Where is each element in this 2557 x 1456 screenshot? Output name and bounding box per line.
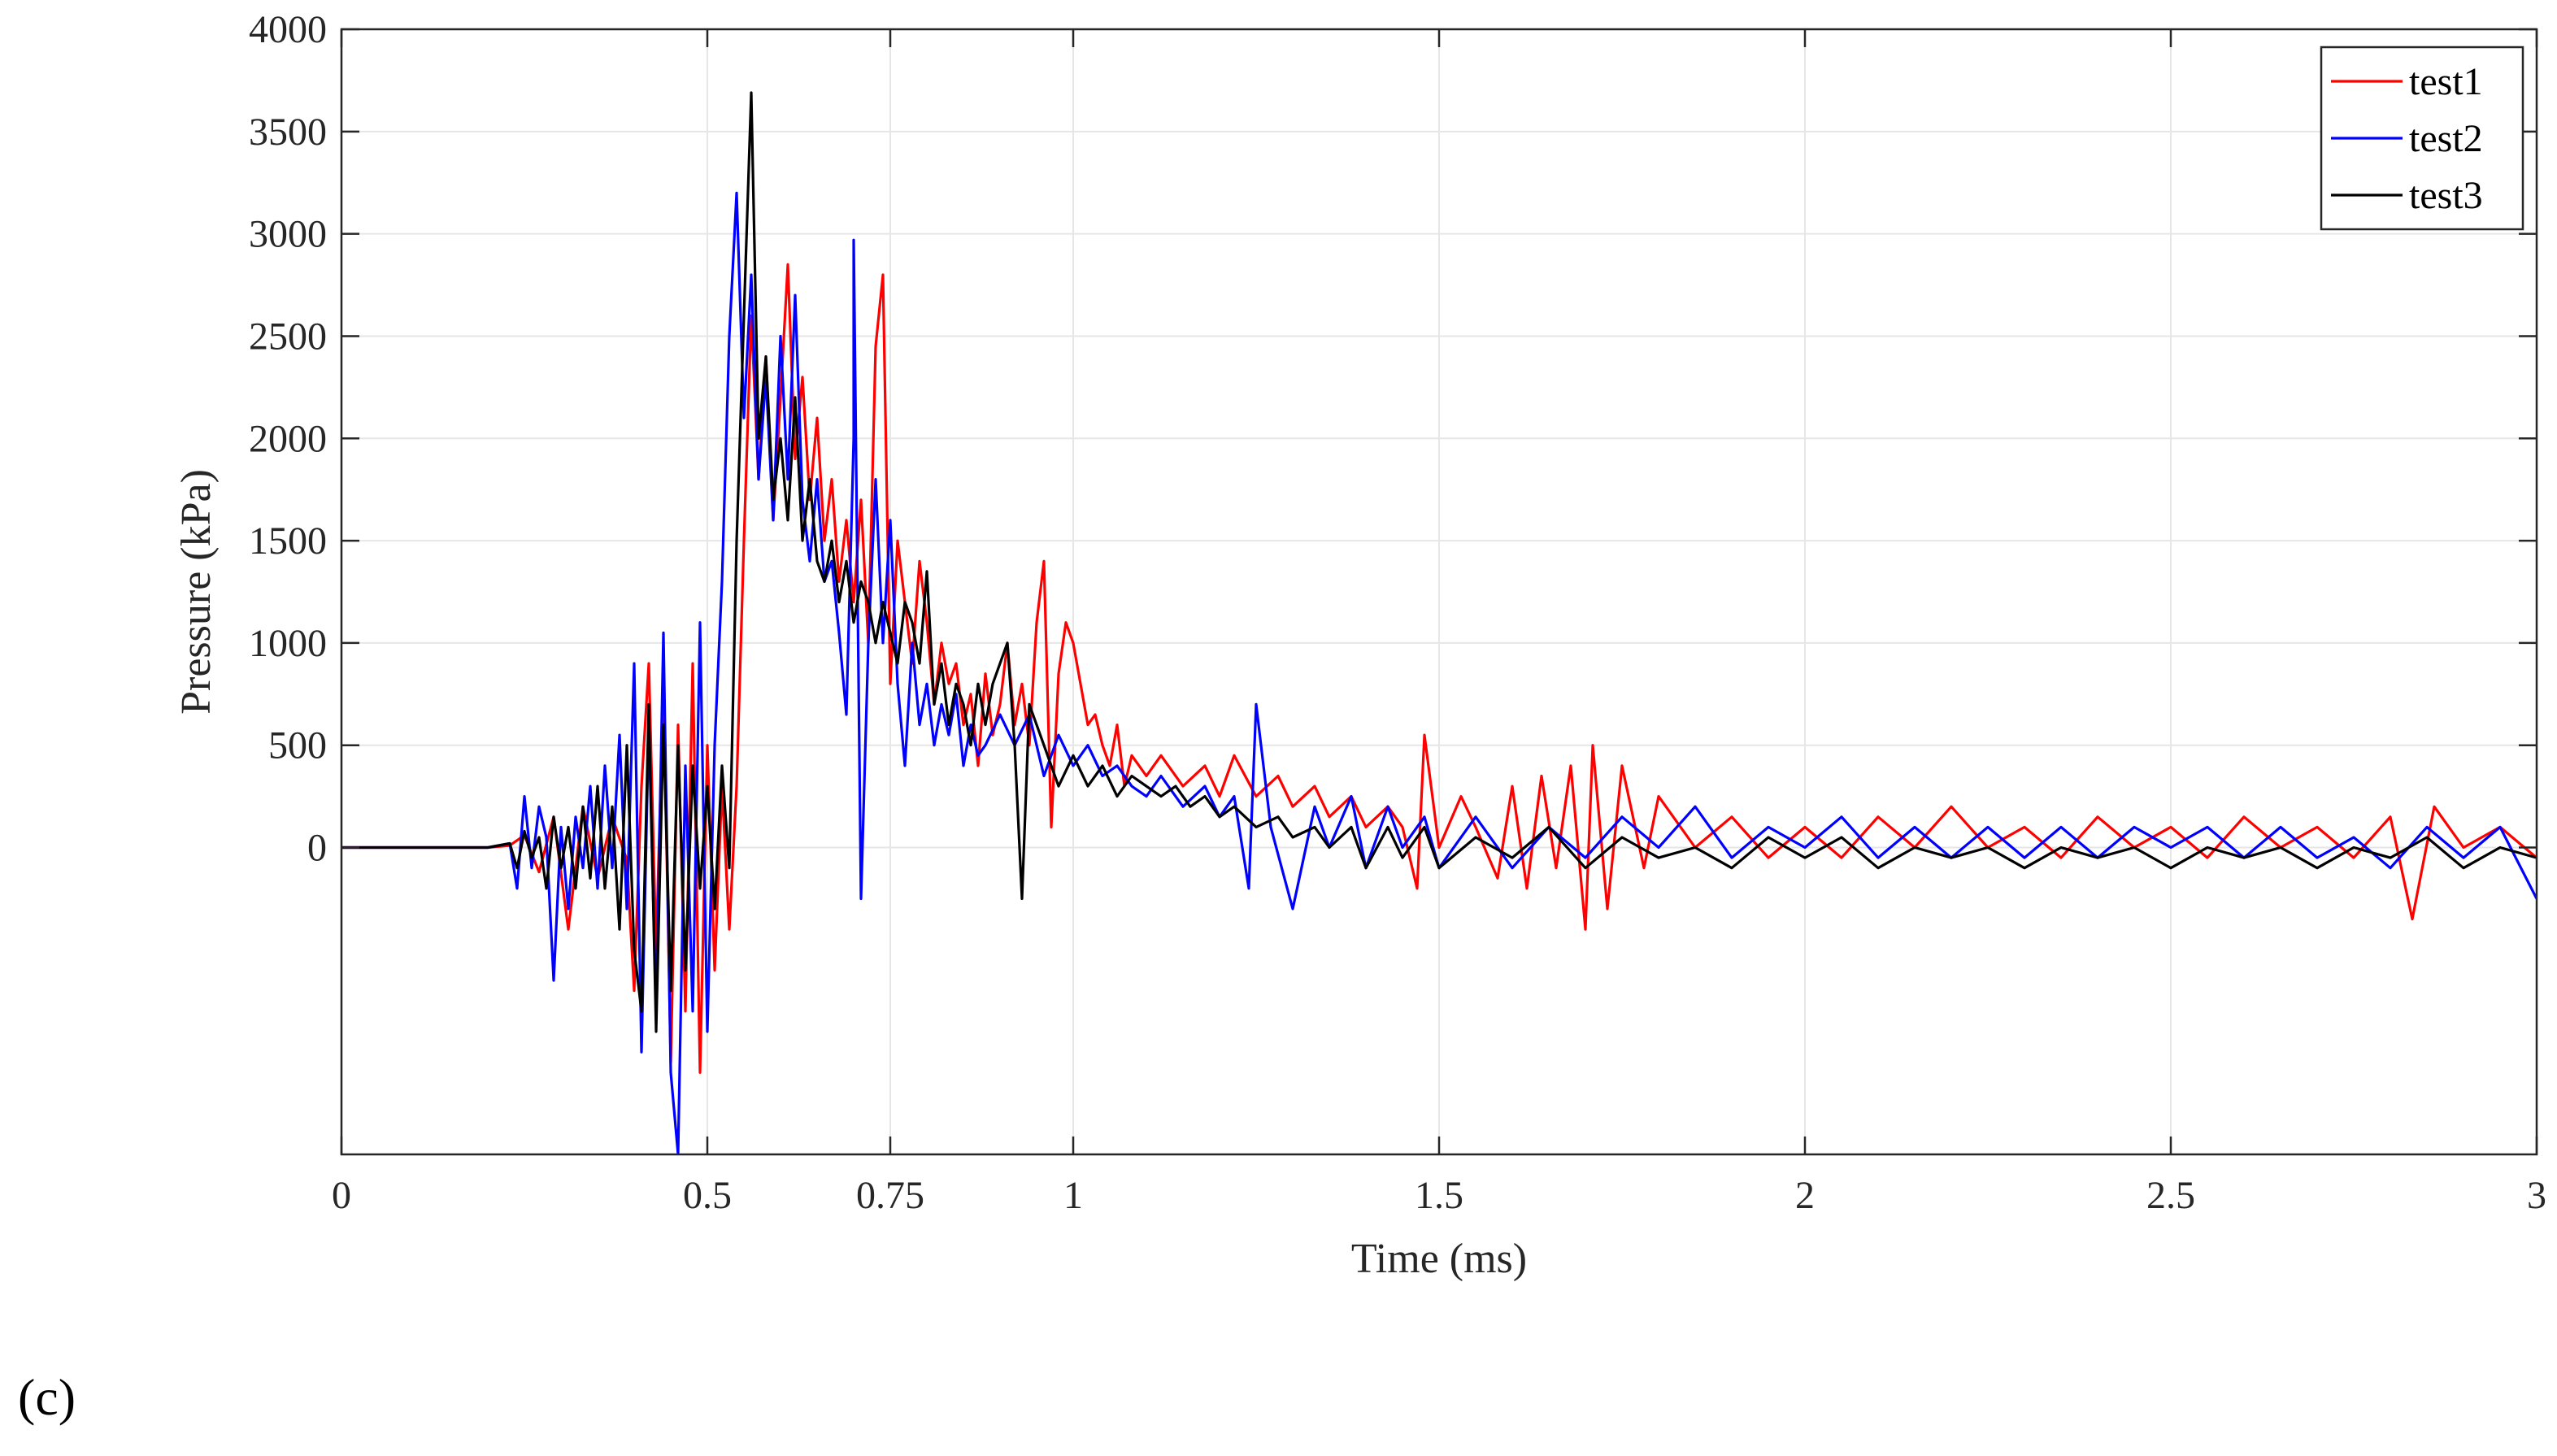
legend-entry-test2: test2 [2409,117,2483,160]
y-tick-label: 0 [307,827,327,870]
series-line-test1 [341,263,2537,1074]
y-tick-label: 1000 [249,622,327,665]
y-tick-label: 3000 [249,213,327,256]
x-tick-label: 2.5 [2146,1174,2195,1217]
x-tick-label: 1.5 [1415,1174,1463,1217]
y-tick-label: 2000 [249,417,327,460]
y-tick-label: 4000 [249,8,327,51]
grid [341,29,2537,1154]
x-axis-label: Time (ms) [1351,1236,1527,1282]
x-tick-label: 0.75 [856,1174,924,1217]
y-tick-label: 3500 [249,111,327,154]
y-tick-label: 500 [268,724,327,767]
series-group [341,91,2537,1154]
y-tick-label: 2500 [249,315,327,358]
y-tick-label: 1500 [249,519,327,563]
y-axis: 0 500 1000 1500 2000 2500 3000 3500 4000 [249,8,2537,870]
panel-label: (c) [18,1368,76,1426]
series-line-test3 [341,91,2537,1033]
x-tick-label: 2 [1795,1174,1815,1217]
legend-entry-test1: test1 [2409,60,2483,103]
x-tick-label: 1 [1063,1174,1083,1217]
x-tick-label: 3 [2527,1174,2546,1217]
legend: test1 test2 test3 [2320,46,2524,231]
x-axis: 0 0.5 0.75 1 1.5 2 2.5 3 [332,29,2546,1217]
x-tick-label: 0 [332,1174,351,1217]
legend-entry-test3: test3 [2409,174,2483,217]
y-axis-label: Pressure (kPa) [173,469,220,715]
x-tick-label: 0.5 [683,1174,732,1217]
